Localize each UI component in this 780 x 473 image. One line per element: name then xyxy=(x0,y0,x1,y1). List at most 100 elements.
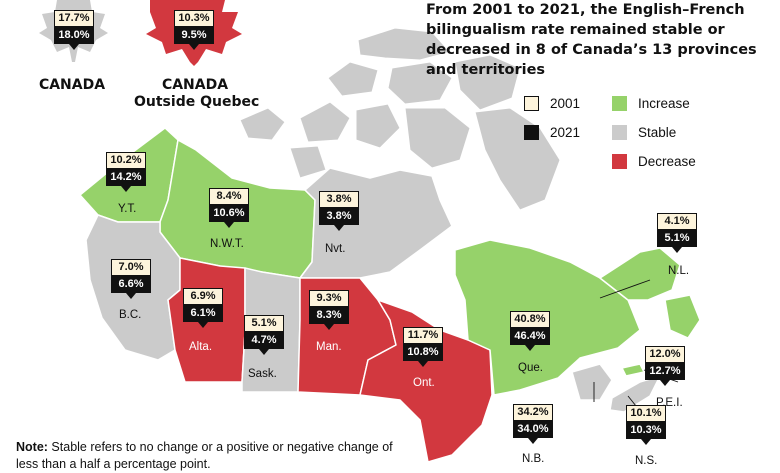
label-canada: CANADA xyxy=(38,77,106,93)
callout-pointer xyxy=(418,361,428,367)
callout-que: 40.8% 46.4% xyxy=(510,311,550,351)
value-2021: 18.0% xyxy=(54,27,94,44)
value-2021: 12.7% xyxy=(645,363,685,380)
legend-swatch-stable xyxy=(612,125,627,140)
callout-pointer xyxy=(224,222,234,228)
callout-pointer xyxy=(334,225,344,231)
value-2021: 4.7% xyxy=(244,332,284,349)
region-pei xyxy=(621,363,645,377)
title-line: bilingualism rate remained stable or xyxy=(426,22,725,38)
label-que: Que. xyxy=(518,362,543,374)
value-2021: 34.0% xyxy=(513,421,553,438)
region-ont xyxy=(359,299,493,463)
label-nb: N.B. xyxy=(522,453,545,465)
legend-swatch-increase xyxy=(612,96,627,111)
legend-increase: Increase xyxy=(612,96,690,111)
value-2001: 34.2% xyxy=(513,404,553,421)
value-2001: 9.3% xyxy=(309,290,349,307)
callout-alta: 6.9% 6.1% xyxy=(183,288,223,328)
value-2001: 7.0% xyxy=(111,259,151,276)
label-nl: N.L. xyxy=(668,265,690,277)
callout-pointer xyxy=(126,293,136,299)
label-alta: Alta. xyxy=(189,341,213,353)
callout-man: 9.3% 8.3% xyxy=(309,290,349,330)
label-outside-quebec: CANADA Outside Quebec xyxy=(134,77,260,110)
value-2001: 17.7% xyxy=(54,10,94,27)
callout-pointer xyxy=(198,322,208,328)
region-nl-island xyxy=(664,294,701,339)
callout-ns: 10.1% 10.3% xyxy=(626,405,666,445)
legend-2021: 2021 xyxy=(524,125,580,140)
value-2021: 3.8% xyxy=(319,208,359,225)
label-sask: Sask. xyxy=(248,368,277,380)
label-ont: Ont. xyxy=(413,377,435,389)
callout-yt: 10.2% 14.2% xyxy=(106,152,146,192)
callout-pointer xyxy=(121,186,131,192)
legend-swatch-2021 xyxy=(524,125,539,140)
label-nwt: N.W.T. xyxy=(210,238,244,250)
callout-pointer xyxy=(660,380,670,386)
label-ns: N.S. xyxy=(635,455,658,467)
callout-pointer xyxy=(641,439,651,445)
value-2001: 10.1% xyxy=(626,405,666,422)
value-2021: 8.3% xyxy=(309,307,349,324)
callout-sask: 5.1% 4.7% xyxy=(244,315,284,355)
title-line: From 2001 to 2021, the English–French xyxy=(426,2,745,18)
legend-stable: Stable xyxy=(612,125,676,140)
footnote: Note: Stable refers to no change or a po… xyxy=(16,439,396,473)
value-2021: 10.8% xyxy=(403,344,443,361)
callout-pointer xyxy=(259,349,269,355)
callout-nvt: 3.8% 3.8% xyxy=(319,191,359,231)
value-2001: 40.8% xyxy=(510,311,550,328)
legend-swatch-decrease xyxy=(612,154,627,169)
legend-swatch-2001 xyxy=(524,96,539,111)
value-2021: 5.1% xyxy=(657,230,697,247)
callout-pointer xyxy=(324,324,334,330)
callout-bc: 7.0% 6.6% xyxy=(111,259,151,299)
footnote-label: Note: xyxy=(16,440,48,454)
value-2001: 12.0% xyxy=(645,346,685,363)
callout-nb: 34.2% 34.0% xyxy=(513,404,553,444)
value-2021: 10.3% xyxy=(626,422,666,439)
callout-nwt: 8.4% 10.6% xyxy=(209,188,249,228)
legend-2001: 2001 xyxy=(524,96,580,111)
value-2001: 10.2% xyxy=(106,152,146,169)
legend-decrease: Decrease xyxy=(612,154,696,169)
callout-pointer xyxy=(69,44,79,50)
callout-pointer xyxy=(672,247,682,253)
value-2001: 6.9% xyxy=(183,288,223,305)
label-nvt: Nvt. xyxy=(325,243,346,255)
value-2021: 14.2% xyxy=(106,169,146,186)
callout-canada: 17.7% 18.0% xyxy=(54,10,94,50)
title-line: decreased in 8 of Canada’s 13 provinces xyxy=(426,42,757,58)
label-man: Man. xyxy=(316,341,342,353)
callout-nl: 4.1% 5.1% xyxy=(657,213,697,253)
value-2021: 9.5% xyxy=(174,27,214,44)
value-2001: 8.4% xyxy=(209,188,249,205)
value-2021: 46.4% xyxy=(510,328,550,345)
label-yt: Y.T. xyxy=(118,203,137,215)
value-2001: 4.1% xyxy=(657,213,697,230)
region-nb xyxy=(571,363,613,401)
callout-outside-quebec: 10.3% 9.5% xyxy=(174,10,214,50)
value-2021: 6.1% xyxy=(183,305,223,322)
region-nl-labrador xyxy=(599,247,681,301)
label-bc: B.C. xyxy=(119,309,142,321)
map-title: From 2001 to 2021, the English–French bi… xyxy=(426,0,776,80)
provinces xyxy=(79,127,701,463)
callout-pointer xyxy=(528,438,538,444)
callout-ont: 11.7% 10.8% xyxy=(403,327,443,367)
footnote-text: Stable refers to no change or a positive… xyxy=(16,440,393,471)
value-2001: 3.8% xyxy=(319,191,359,208)
callout-pointer xyxy=(189,44,199,50)
value-2021: 10.6% xyxy=(209,205,249,222)
value-2021: 6.6% xyxy=(111,276,151,293)
title-line: and territories xyxy=(426,62,546,78)
value-2001: 5.1% xyxy=(244,315,284,332)
callout-pointer xyxy=(525,345,535,351)
region-ns xyxy=(609,375,661,413)
value-2001: 10.3% xyxy=(174,10,214,27)
value-2001: 11.7% xyxy=(403,327,443,344)
callout-pei: 12.0% 12.7% xyxy=(645,346,685,386)
